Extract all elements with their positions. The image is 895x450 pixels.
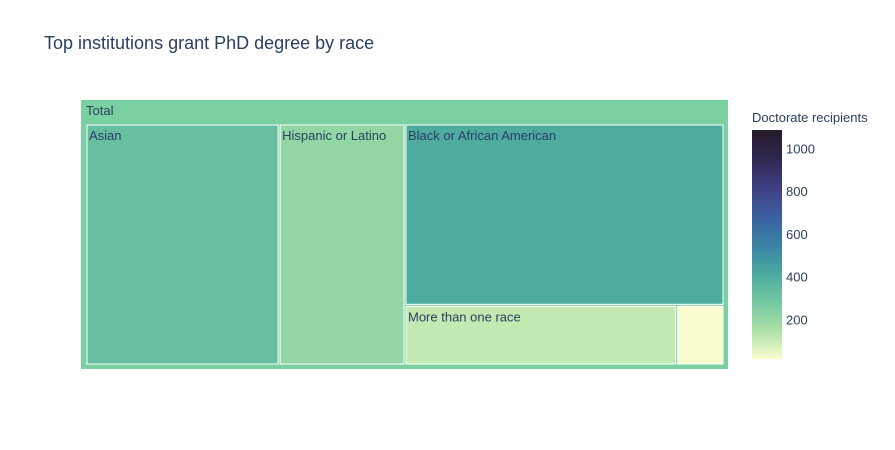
treemap-label-asian: Asian <box>89 128 122 143</box>
colorbar-tick-label: 600 <box>786 227 808 242</box>
treemap-label-more-than-one-race: More than one race <box>408 309 521 324</box>
treemap-nodes-layer: Asian Hispanic or Latino Black or African … <box>86 124 724 365</box>
treemap-label-total: Total <box>86 103 114 118</box>
colorbar-tick-label: 200 <box>786 312 808 327</box>
colorbar-gradient <box>752 130 782 359</box>
treemap-label-black-or-african-american: Black or African American <box>408 128 556 143</box>
treemap-node-asian[interactable] <box>86 124 279 365</box>
colorbar-tick-label: 400 <box>786 270 808 285</box>
colorbar-title: Doctorate recipients <box>752 110 868 125</box>
colorbar: 200 400 600 800 1000 <box>752 130 815 359</box>
treemap-node-black-or-african-american[interactable] <box>405 124 724 305</box>
treemap-node-other-4[interactable] <box>677 305 724 365</box>
colorbar-tick-label: 1000 <box>786 141 815 156</box>
treemap-node-more-than-one-race[interactable] <box>405 305 677 365</box>
treemap-label-hispanic-or-latino: Hispanic or Latino <box>282 128 386 143</box>
treemap-node-hispanic-or-latino[interactable] <box>279 124 405 365</box>
chart-title: Top institutions grant PhD degree by rac… <box>44 33 375 53</box>
colorbar-tick-label: 800 <box>786 184 808 199</box>
